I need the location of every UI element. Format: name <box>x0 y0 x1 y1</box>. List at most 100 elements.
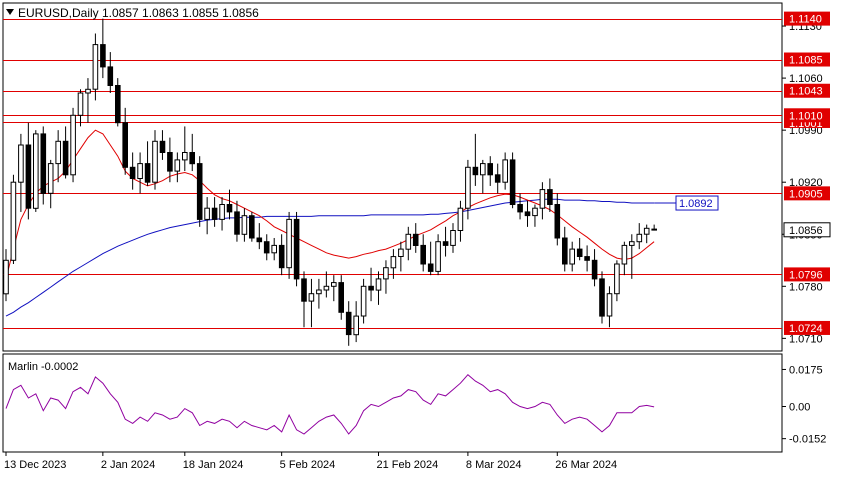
candle-body <box>442 241 449 246</box>
candle <box>368 267 374 302</box>
candle <box>435 234 441 276</box>
candle <box>614 260 620 302</box>
candle <box>472 133 479 186</box>
candle <box>494 163 501 194</box>
candle-body <box>85 88 91 94</box>
price-labels: 1.10011.11401.10851.10431.10101.09051.07… <box>654 11 831 335</box>
candle <box>517 193 523 220</box>
indicator-panel-frame <box>2 353 783 453</box>
candle-body <box>115 85 121 124</box>
candle-body <box>3 259 9 295</box>
candle <box>584 245 590 272</box>
candle-body <box>301 278 307 302</box>
oscillator-line <box>5 374 655 435</box>
candle-body <box>196 163 203 220</box>
main-panel-frame <box>2 2 783 352</box>
candle <box>40 126 47 205</box>
candle-body <box>70 114 76 176</box>
candle-body <box>427 263 434 272</box>
time-tick-label: 5 Feb 2024 <box>280 459 336 471</box>
level-label: 1.1085 <box>789 55 823 67</box>
candle <box>159 130 166 160</box>
candle <box>643 224 650 244</box>
candle-body <box>62 140 69 176</box>
candle-body <box>465 166 471 209</box>
candle-body <box>40 133 47 194</box>
time-tick-label: 2 Jan 2024 <box>101 459 155 471</box>
candle-body <box>174 159 181 172</box>
candle <box>353 301 359 343</box>
level-label-box <box>784 186 830 201</box>
candle <box>219 197 225 231</box>
candle-body <box>323 285 330 291</box>
candle <box>100 18 106 79</box>
triangle-down-icon[interactable] <box>6 9 14 15</box>
symbol-timeframe: EURUSD,Daily <box>18 6 99 20</box>
candle-body <box>144 163 151 183</box>
candle-body <box>345 311 352 336</box>
time-axis: 13 Dec 2023 2 Jan 2024 18 Jan 2024 5 Feb 20… <box>4 452 617 471</box>
candle <box>554 193 561 246</box>
candle <box>308 278 315 328</box>
candle <box>226 189 233 220</box>
candle-body <box>576 248 583 258</box>
candle <box>122 107 129 175</box>
candle-body <box>167 152 173 172</box>
candle-body <box>189 152 195 165</box>
candle <box>509 152 516 209</box>
candle-body <box>77 92 84 116</box>
candle <box>360 278 367 324</box>
candle <box>412 223 419 253</box>
candle <box>249 211 255 242</box>
level-label: 1.0724 <box>789 323 823 335</box>
candle <box>316 278 322 309</box>
current-price-box <box>783 222 831 238</box>
candle-body <box>591 259 598 280</box>
level-label-box <box>784 267 830 282</box>
candle <box>189 133 195 172</box>
time-tick-label: 13 Dec 2023 <box>4 459 66 471</box>
candle <box>33 130 39 212</box>
candle-body <box>122 122 129 168</box>
candle-body <box>539 189 546 209</box>
candle <box>256 223 263 250</box>
candle <box>405 226 412 261</box>
level-label-box <box>784 11 830 26</box>
candle <box>606 286 613 328</box>
candle-body <box>606 293 613 317</box>
oscillator-tick-label: 0.0175 <box>789 364 823 376</box>
candle-body <box>353 315 359 336</box>
candle-body <box>18 144 24 183</box>
candle <box>18 133 24 212</box>
candle-body <box>47 163 54 194</box>
candle <box>562 226 568 272</box>
time-tick-label: 26 Mar 2024 <box>555 459 617 471</box>
candle-body <box>331 282 337 287</box>
candle <box>331 275 337 302</box>
level-label: 1.1043 <box>789 86 823 98</box>
moving-averages <box>5 129 655 317</box>
candle <box>502 152 508 190</box>
candle-body <box>226 204 233 213</box>
candle <box>442 226 449 257</box>
candle <box>629 234 635 279</box>
candle-body <box>569 248 576 265</box>
candle-body <box>420 244 426 265</box>
candle <box>92 33 99 101</box>
candle-body <box>554 204 561 239</box>
candle-body <box>308 293 315 302</box>
horizontal-levels <box>3 19 782 329</box>
candle-body <box>10 181 17 261</box>
candle-body <box>271 244 277 254</box>
price-tick-label: 1.0780 <box>789 281 823 293</box>
candle <box>457 200 464 242</box>
level-label: 1.1010 <box>789 110 823 122</box>
candle <box>398 241 404 272</box>
candle <box>375 271 382 305</box>
ma-slow-label: 1.0892 <box>679 198 713 210</box>
candle <box>167 137 173 183</box>
candle-body <box>152 140 158 183</box>
